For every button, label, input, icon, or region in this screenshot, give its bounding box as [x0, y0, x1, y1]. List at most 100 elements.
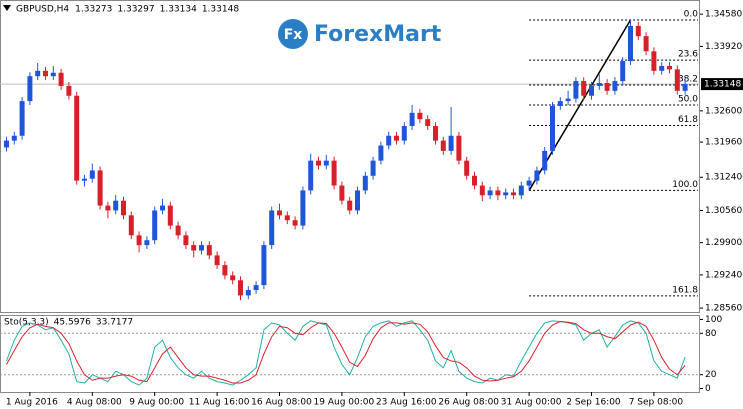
- fibo-label: 161.8: [672, 285, 698, 295]
- candle-body: [440, 140, 446, 151]
- candle-body: [362, 175, 368, 191]
- x-tick-label: 7 Sep 08:00: [629, 398, 684, 408]
- x-tick-label: 2 Sep 16:00: [566, 398, 621, 408]
- x-tick-label: 4 Aug 08:00: [67, 398, 122, 408]
- y-tick-label: 0: [705, 384, 711, 394]
- candle-body: [35, 70, 41, 77]
- candle-body: [511, 192, 516, 196]
- candle-body: [160, 205, 165, 211]
- candle-body: [635, 25, 641, 37]
- x-tick-label: 31 Aug 00:00: [501, 398, 562, 408]
- candle-body: [199, 245, 204, 251]
- candle-body: [66, 85, 72, 96]
- candle-body: [316, 160, 321, 166]
- indicator-value: 33.7177: [96, 318, 133, 328]
- candle-body: [43, 70, 48, 77]
- candle-body: [152, 210, 158, 241]
- candle-body: [222, 265, 228, 276]
- stochastic-line: [6, 320, 686, 386]
- logo-icon-text: Fx: [284, 27, 303, 43]
- fibo-label: 23.6: [678, 50, 698, 60]
- candle-body: [50, 72, 56, 77]
- header-value: 1.33148: [202, 5, 239, 15]
- candle-body: [550, 105, 555, 151]
- candle-body: [604, 83, 610, 91]
- x-tick-label: 16 Aug 08:00: [251, 398, 312, 408]
- symbol-title: GBPUSD,H4: [16, 5, 69, 15]
- candle-body: [386, 135, 392, 146]
- logo-icon: [278, 19, 308, 49]
- fibo-label: 50.0: [678, 94, 698, 104]
- candle-body: [495, 190, 501, 196]
- y-tick-label: 1.29900: [705, 238, 742, 248]
- fibo-label: 38.2: [678, 74, 698, 84]
- y-tick-label: 100: [705, 315, 722, 325]
- candle-body: [542, 150, 548, 171]
- candle-body: [628, 25, 633, 62]
- candle-body: [503, 192, 509, 196]
- candle-body: [573, 81, 579, 99]
- candle-body: [113, 200, 119, 211]
- x-tick-label: 23 Aug 16:00: [376, 398, 437, 408]
- candle-body: [253, 285, 259, 291]
- candle-body: [518, 185, 524, 196]
- candle-body: [300, 190, 306, 226]
- candle-body: [4, 140, 9, 148]
- candle-body: [526, 180, 532, 186]
- logo-text: ForexMart: [314, 22, 442, 47]
- candle-body: [136, 235, 142, 246]
- indicator-value: 45.5976: [54, 318, 91, 328]
- header-value: 1.33273: [75, 5, 112, 15]
- candle-body: [121, 200, 126, 216]
- candle-body: [230, 275, 236, 281]
- candle-body: [58, 72, 64, 86]
- candle-body: [214, 255, 220, 266]
- candle-body: [557, 101, 563, 106]
- candle-body: [425, 119, 431, 126]
- candle-body: [245, 290, 251, 296]
- candle-body: [269, 210, 275, 246]
- y-tick-label: 1.33920: [705, 42, 742, 52]
- candle-body: [667, 65, 672, 70]
- fibo-label: 100.0: [672, 180, 698, 190]
- candle-body: [581, 81, 587, 96]
- candle-body: [394, 135, 399, 141]
- sub-panel-border: [0, 315, 700, 393]
- candle-body: [308, 160, 314, 191]
- candle-body: [339, 185, 345, 201]
- candle-body: [331, 160, 337, 186]
- y-tick-label: 1.31240: [705, 173, 742, 183]
- current-price-box: [701, 78, 743, 91]
- x-tick-label: 9 Aug 00:00: [129, 398, 184, 408]
- candle-body: [472, 175, 477, 186]
- candle-body: [456, 135, 462, 161]
- candle-body: [355, 190, 360, 211]
- candle-body: [183, 235, 189, 246]
- candle-body: [596, 83, 602, 86]
- candle-body: [487, 190, 493, 196]
- candle-body: [277, 210, 282, 216]
- stochastic-line: [6, 321, 686, 384]
- candle-body: [11, 135, 17, 141]
- y-tick-label: 1.28560: [705, 304, 742, 314]
- candle-body: [401, 125, 407, 141]
- candle-body: [144, 240, 150, 246]
- candle-body: [448, 135, 454, 151]
- fibo-label: 0.0: [684, 10, 699, 20]
- candle-body: [105, 205, 111, 211]
- candle-body: [323, 160, 329, 166]
- candle-body: [292, 220, 298, 226]
- candle-body: [191, 245, 197, 251]
- y-tick-label: 1.34580: [705, 10, 742, 20]
- candle-body: [612, 81, 618, 91]
- current-price-label: 1.33148: [704, 80, 741, 90]
- y-tick-label: 1.29240: [705, 270, 742, 280]
- candle-body: [479, 185, 485, 196]
- candle-body: [19, 101, 25, 136]
- y-tick-label: 1.30560: [705, 206, 742, 216]
- y-tick-label: 1.32600: [705, 106, 742, 116]
- indicator-title: Sto(5,3,3): [4, 318, 49, 328]
- x-tick-label: 26 Aug 08:00: [438, 398, 499, 408]
- candle-body: [97, 170, 103, 206]
